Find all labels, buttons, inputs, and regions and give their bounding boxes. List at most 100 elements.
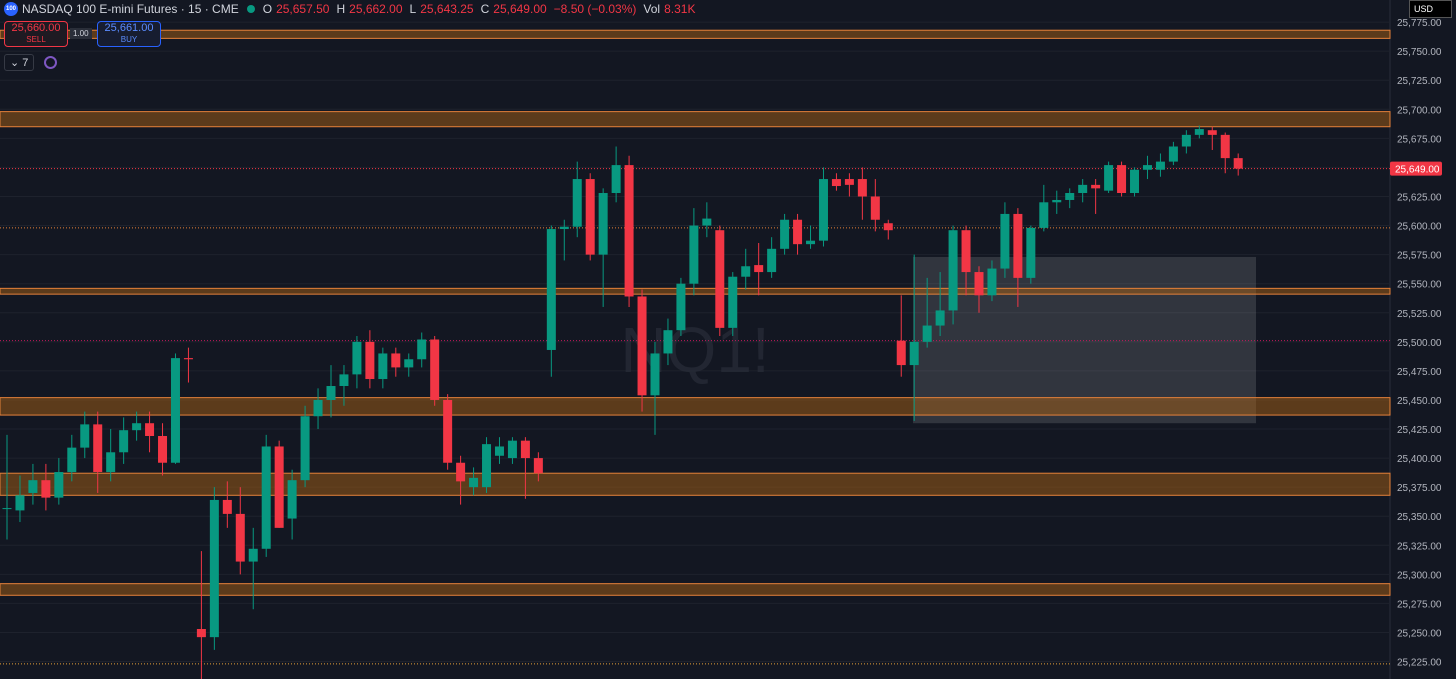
y-tick-label: 25,725.00 bbox=[1397, 76, 1442, 87]
candle-body bbox=[248, 548, 258, 562]
candle-body bbox=[261, 446, 271, 549]
candle-body bbox=[339, 374, 349, 387]
zone bbox=[0, 397, 1391, 416]
ohlc-value: 25,657.50 bbox=[276, 2, 330, 16]
y-tick-label: 25,675.00 bbox=[1397, 134, 1442, 145]
candle-body bbox=[831, 179, 841, 187]
candle-body bbox=[443, 399, 453, 463]
indicator-toggle[interactable]: ⌄ 7 bbox=[4, 54, 35, 71]
y-tick-label: 25,475.00 bbox=[1397, 367, 1442, 378]
market-status bbox=[246, 5, 255, 13]
candle-body bbox=[326, 386, 336, 400]
ohlc-value: 25,643.25 bbox=[420, 2, 474, 16]
ohlc-key: C bbox=[480, 2, 490, 16]
sync-icon[interactable] bbox=[44, 56, 57, 69]
candle-body bbox=[41, 480, 51, 498]
candle-body bbox=[183, 358, 193, 360]
candle-body bbox=[235, 513, 245, 562]
vol-label: Vol bbox=[643, 2, 661, 16]
currency-select[interactable]: USD bbox=[1408, 0, 1452, 18]
candle-body bbox=[119, 430, 129, 453]
candle-body bbox=[741, 266, 751, 277]
y-tick-label: 25,550.00 bbox=[1397, 280, 1442, 291]
candle-body bbox=[80, 424, 90, 448]
candle-body bbox=[663, 330, 673, 354]
candle-body bbox=[1130, 169, 1140, 194]
symbol-name[interactable]: NASDAQ 100 E-mini Futures · 15 · CME bbox=[22, 2, 239, 16]
candle-body bbox=[15, 495, 25, 511]
candle-body bbox=[793, 219, 803, 245]
zone bbox=[0, 583, 1391, 596]
candle-body bbox=[456, 462, 466, 482]
last-price-label: 25,649.00 bbox=[1395, 165, 1440, 176]
y-tick-label: 25,600.00 bbox=[1397, 222, 1442, 233]
candle-body bbox=[546, 229, 556, 350]
candle-body bbox=[870, 196, 880, 220]
candle-body bbox=[922, 325, 932, 342]
candle-body bbox=[67, 447, 77, 473]
candle-body bbox=[961, 230, 971, 273]
zone bbox=[0, 111, 1391, 128]
ohlc-key: L bbox=[409, 2, 417, 16]
candle-body bbox=[572, 179, 582, 227]
candle-body bbox=[313, 399, 323, 417]
candle-body bbox=[676, 283, 686, 331]
candle-body bbox=[1207, 130, 1217, 135]
candle-body bbox=[1091, 184, 1101, 189]
candle-body bbox=[430, 339, 440, 400]
candle-body bbox=[598, 193, 608, 255]
candle-body bbox=[948, 230, 958, 311]
candle-body bbox=[158, 436, 168, 463]
buy-label: BUY bbox=[120, 35, 138, 44]
candle-body bbox=[404, 359, 414, 368]
y-tick-label: 25,625.00 bbox=[1397, 192, 1442, 203]
candle-body bbox=[896, 340, 906, 366]
candle-body bbox=[715, 230, 725, 328]
candle-body bbox=[469, 477, 479, 488]
candle-body bbox=[818, 179, 828, 241]
candle-body bbox=[352, 341, 362, 375]
sell-price: 25,660.00 bbox=[11, 22, 61, 34]
ohlc-key: O bbox=[262, 2, 273, 16]
candle-body bbox=[1168, 146, 1178, 162]
candle-body bbox=[378, 353, 388, 380]
candle-body bbox=[844, 179, 854, 185]
candle-body bbox=[1000, 213, 1010, 269]
candle-body bbox=[1142, 165, 1152, 170]
y-tick-label: 25,325.00 bbox=[1397, 541, 1442, 552]
candle-body bbox=[2, 508, 12, 510]
candle-body bbox=[54, 472, 64, 498]
candle-body bbox=[145, 423, 155, 437]
candle-body bbox=[1194, 129, 1204, 135]
y-tick-label: 25,500.00 bbox=[1397, 338, 1442, 349]
y-tick-label: 25,275.00 bbox=[1397, 599, 1442, 610]
candle-body bbox=[1078, 184, 1088, 194]
candle-body bbox=[1104, 165, 1114, 191]
candle-body bbox=[1155, 161, 1165, 170]
candle-body bbox=[1117, 165, 1127, 194]
quantity[interactable]: 1.00 bbox=[70, 28, 92, 39]
candle-body bbox=[222, 499, 232, 514]
y-tick-label: 25,525.00 bbox=[1397, 309, 1442, 320]
buy-button[interactable]: 25,661.00 BUY bbox=[97, 21, 161, 47]
candle-body bbox=[767, 248, 777, 273]
y-tick-label: 25,375.00 bbox=[1397, 483, 1442, 494]
y-tick-label: 25,775.00 bbox=[1397, 18, 1442, 29]
ohlc-key: H bbox=[336, 2, 346, 16]
candle-body bbox=[1065, 193, 1075, 200]
zone bbox=[0, 287, 1391, 295]
candle-body bbox=[533, 458, 543, 474]
sell-button[interactable]: 25,660.00 SELL bbox=[4, 21, 68, 47]
candle-body bbox=[106, 452, 116, 473]
y-tick-label: 25,400.00 bbox=[1397, 454, 1442, 465]
y-tick-label: 25,700.00 bbox=[1397, 105, 1442, 116]
candle-body bbox=[780, 219, 790, 249]
candle-body bbox=[196, 629, 206, 638]
y-tick-label: 25,450.00 bbox=[1397, 396, 1442, 407]
y-tick-label: 25,225.00 bbox=[1397, 658, 1442, 669]
candle-body bbox=[28, 480, 38, 493]
y-tick-label: 25,425.00 bbox=[1397, 425, 1442, 436]
candle-body bbox=[1233, 158, 1243, 169]
highlight-box bbox=[913, 256, 1256, 424]
